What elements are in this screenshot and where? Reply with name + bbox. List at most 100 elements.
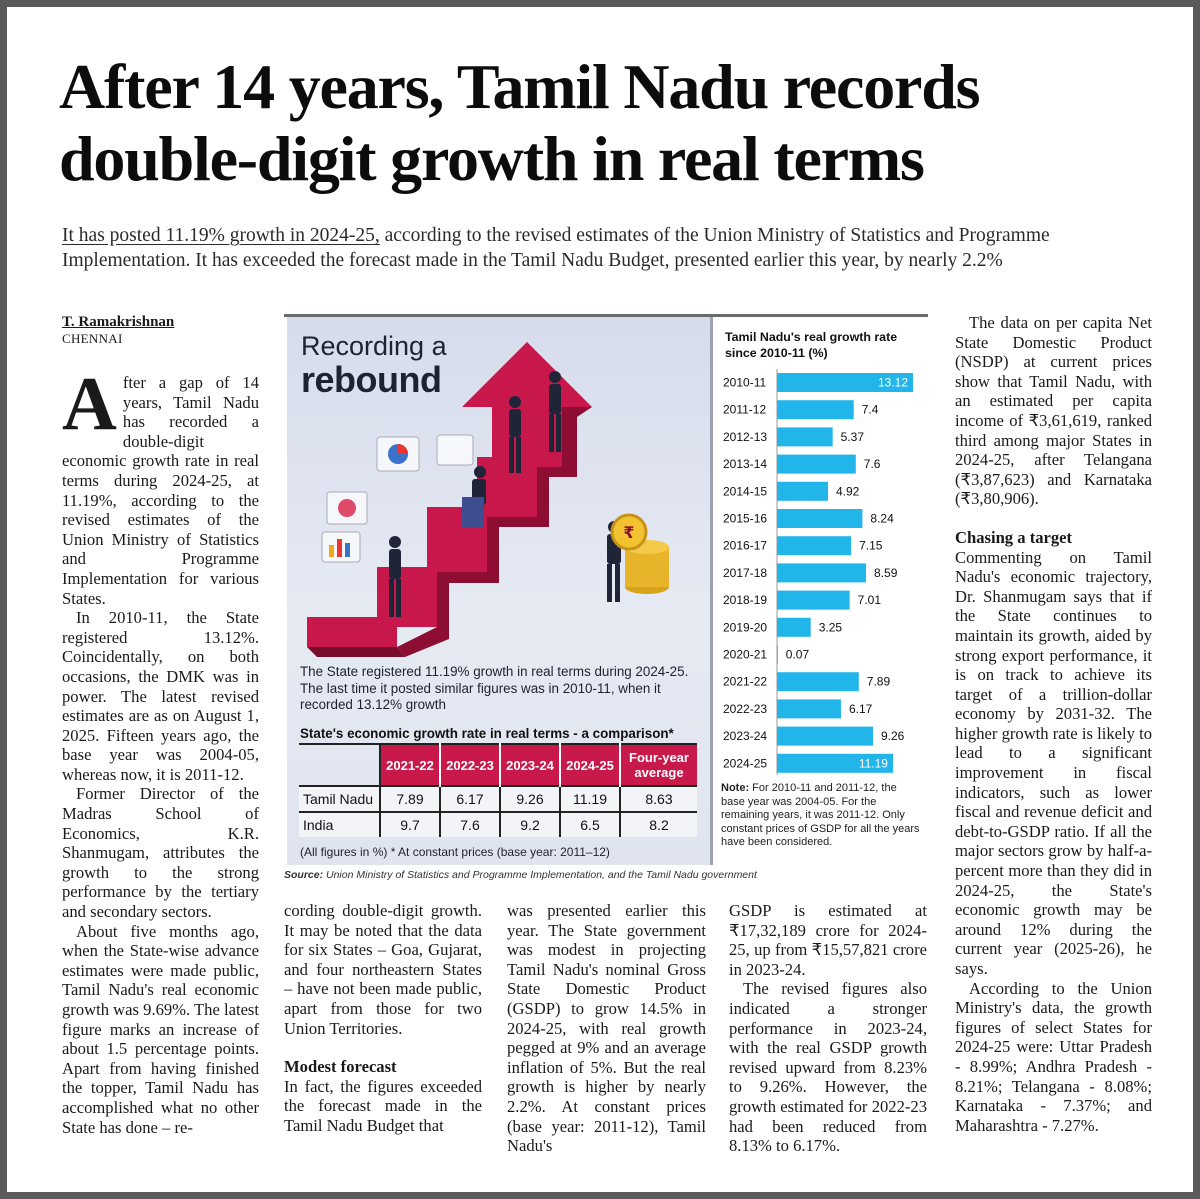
paragraph-text: fter a gap of 14 years, Tamil Nadu has r… (62, 373, 259, 608)
data-label: 7.89 (867, 675, 891, 689)
article-column-5: The data on per capita Net State Domesti… (955, 313, 1152, 1135)
table-cell: 9.7 (380, 811, 441, 837)
table-corner (299, 744, 381, 786)
table-cell: 8.2 (620, 811, 697, 837)
data-label: 11.19 (859, 756, 888, 770)
row-label: Tamil Nadu (299, 785, 381, 812)
illustration-panel: ₹ Recording a rebound The State register… (287, 317, 710, 865)
subhead-underlined: It has posted 11.19% growth in 2024-25, (62, 225, 380, 246)
bar-2013-14 (777, 454, 856, 474)
paragraph: cording double-digit growth. It may be n… (284, 901, 482, 1038)
bar-2024-25 (777, 753, 893, 773)
data-label: 6.17 (849, 702, 873, 716)
data-label: 7.6 (864, 457, 881, 471)
bar-2020-21 (777, 645, 778, 664)
table-cell: 6.5 (560, 811, 621, 837)
table-title: State's economic growth rate in real ter… (300, 726, 674, 741)
table-row: Tamil Nadu 7.89 6.17 9.26 11.19 8.63 (299, 785, 697, 812)
category-label: 2024-25 (723, 756, 767, 770)
paragraph: The data on per capita Net State Domesti… (955, 313, 1152, 509)
subheadline: It has posted 11.19% growth in 2024-25, … (62, 223, 1157, 273)
table-cell: 8.63 (620, 785, 697, 812)
dateline: CHENNAI (62, 331, 123, 346)
infographic: ₹ Recording a rebound The State register… (284, 314, 928, 884)
column-header: 2021-22 (380, 744, 441, 786)
note-label: Note: (721, 782, 750, 794)
bar-2010-11 (777, 373, 913, 392)
divider (710, 317, 713, 865)
paragraph: In 2010-11, the State registered 13.12%.… (62, 608, 259, 784)
data-label: 5.37 (841, 430, 865, 444)
category-label: 2017-18 (723, 566, 767, 580)
row-label: India (299, 811, 381, 837)
staircase-arrow-illustration: ₹ (307, 342, 669, 657)
category-label: 2018-19 (723, 593, 767, 607)
rupee-coin-stack-icon: ₹ (610, 513, 669, 594)
bar-2011-12 (777, 400, 854, 420)
category-label: 2016-17 (723, 539, 767, 553)
category-label: 2023-24 (723, 729, 767, 743)
table-cell: 11.19 (560, 785, 621, 812)
divider (284, 314, 928, 317)
data-label: 7.4 (862, 403, 879, 417)
table-cell: 9.26 (500, 785, 561, 812)
svg-text:₹: ₹ (623, 523, 634, 542)
bar-2023-24 (777, 726, 873, 746)
bar-2021-22 (777, 672, 859, 692)
category-label: 2020-21 (723, 648, 767, 662)
paragraph: was presented earlier this year. The Sta… (507, 901, 706, 1156)
category-label: 2013-14 (723, 457, 767, 471)
chart-title: Tamil Nadu's real growth rate since 2010… (725, 330, 898, 360)
infographic-caption: The State registered 11.19% growth in re… (300, 664, 689, 712)
article-column-2: cording double-digit growth. It may be n… (284, 901, 482, 1136)
category-label: 2010-11 (723, 376, 766, 390)
title-line-2: rebound (301, 359, 442, 400)
headline-line-2: double-digit growth in real terms (59, 123, 925, 194)
data-label: 3.25 (819, 620, 843, 634)
category-label: 2022-23 (723, 702, 767, 716)
comparison-table: 2021-22 2022-23 2023-24 2024-25 Four-yea… (299, 743, 697, 837)
bar-2016-17 (777, 536, 852, 556)
subhead-rest: according to the revised estimates of th… (62, 225, 1050, 271)
drop-cap: A (62, 362, 117, 446)
paragraph: Commenting on Tamil Nadu's economic traj… (955, 547, 1152, 978)
chart-panel: Tamil Nadu's real growth rate since 2010… (713, 317, 926, 865)
table-note: (All figures in %) * At constant prices … (300, 845, 610, 859)
column-header: 2024-25 (560, 744, 621, 786)
data-label: 9.26 (881, 729, 905, 743)
bar-2022-23 (777, 699, 841, 719)
bar-2019-20 (777, 617, 811, 637)
source-text: Union Ministry of Statistics and Program… (323, 869, 757, 881)
article-column-4: GSDP is estimated at ₹17,32,189 crore fo… (729, 901, 927, 1156)
data-label: 13.12 (878, 376, 908, 390)
paragraph: About five months ago, when the State-wi… (62, 921, 259, 1137)
source-label: Source: (284, 869, 324, 881)
table-cell: 6.17 (440, 785, 501, 812)
headline-line-1: After 14 years, Tamil Nadu records (59, 51, 981, 122)
section-subhead: Modest forecast (284, 1057, 397, 1077)
paragraph: Former Director of the Madras School of … (62, 784, 259, 922)
category-label: 2019-20 (723, 620, 767, 634)
chart-note: Note: For 2010-11 and 2011-12, the base … (721, 782, 921, 850)
column-header: 2023-24 (500, 744, 561, 786)
data-label: 7.01 (858, 593, 882, 607)
bar-2012-13 (777, 427, 833, 447)
paragraph: The revised figures also indicated a str… (729, 979, 927, 1156)
headline: After 14 years, Tamil Nadu records doubl… (59, 51, 1169, 195)
category-label: 2015-16 (723, 512, 767, 526)
bar-2018-19 (777, 590, 850, 610)
infographic-title: Recording a rebound (301, 331, 447, 399)
source-line: Source: Union Ministry of Statistics and… (284, 869, 757, 881)
data-label: 0.07 (786, 648, 810, 662)
table-cell: 7.6 (440, 811, 501, 837)
paragraph: In fact, the figures exceeded the foreca… (284, 1076, 482, 1135)
bar-2017-18 (777, 563, 867, 583)
data-label: 4.92 (836, 484, 860, 498)
note-text: For 2010-11 and 2011-12, the base year w… (721, 782, 920, 849)
byline-author[interactable]: T. Ramakrishnan (62, 314, 175, 330)
category-label: 2011-12 (723, 403, 766, 417)
paragraph: GSDP is estimated at ₹17,32,189 crore fo… (729, 901, 927, 979)
column-header: 2022-23 (440, 744, 501, 786)
